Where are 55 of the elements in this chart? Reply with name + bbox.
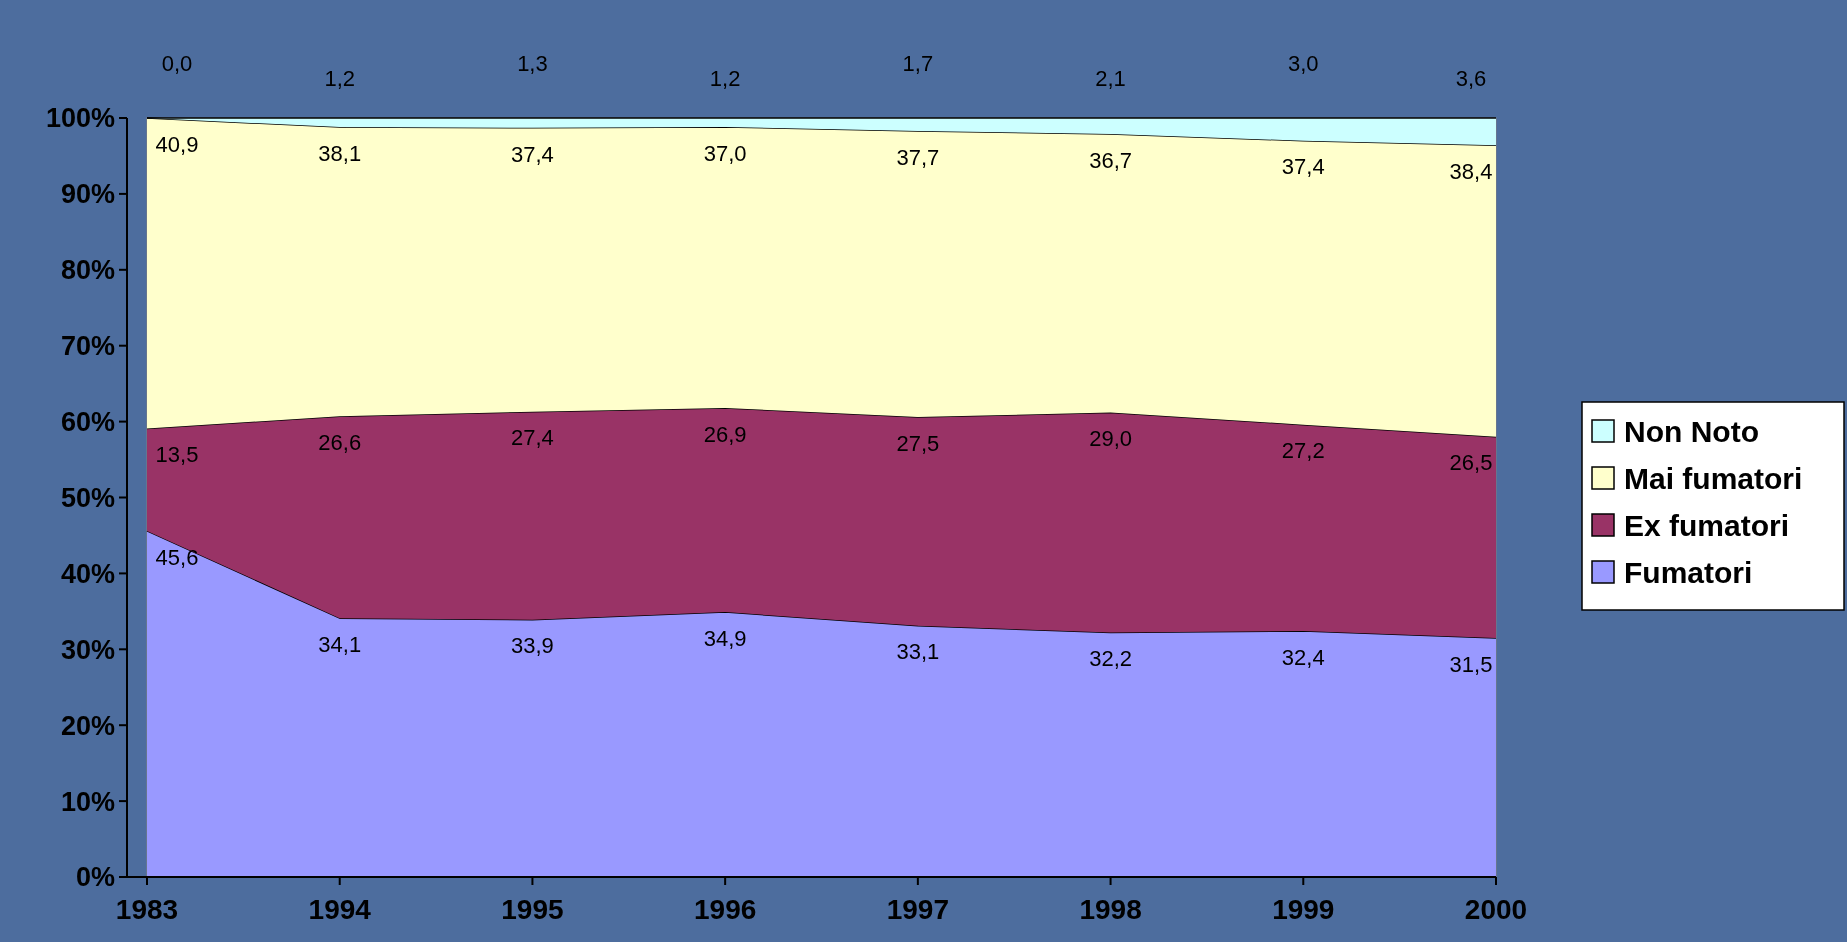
- data-label: 38,1: [318, 140, 362, 166]
- data-label: 37,4: [511, 141, 554, 167]
- data-label: 1,2: [324, 65, 356, 91]
- data-label: 0,0: [161, 50, 193, 76]
- y-tick-label: 0%: [75, 862, 115, 893]
- data-label: 1,7: [902, 50, 934, 76]
- x-tick-label: 1998: [1079, 894, 1142, 925]
- x-tick-label: 1996: [693, 894, 757, 925]
- data-label: 31,5: [1449, 651, 1493, 677]
- y-tick-label: 80%: [60, 255, 115, 286]
- data-label: 27,2: [1281, 438, 1325, 464]
- data-label: 34,9: [703, 625, 747, 651]
- data-label: 32,2: [1089, 646, 1132, 672]
- x-tick-label: 2000: [1464, 894, 1528, 925]
- y-tick-label: 70%: [60, 331, 115, 362]
- data-label: 34,1: [318, 631, 362, 657]
- x-tick-label: 1995: [501, 894, 564, 925]
- data-label: 26,5: [1449, 450, 1493, 476]
- data-label: 36,7: [1089, 147, 1132, 173]
- legend-label: Non Noto: [1624, 414, 1759, 448]
- x-tick-label: 1999: [1272, 894, 1335, 925]
- data-label: 3,0: [1287, 50, 1319, 76]
- y-tick-label: 40%: [60, 558, 115, 589]
- y-tick-label: 100%: [45, 103, 115, 134]
- x-tick-label: 1994: [308, 894, 372, 925]
- data-label: 26,9: [703, 421, 747, 447]
- data-label: 2,1: [1095, 65, 1126, 91]
- x-tick-label: 1983: [115, 894, 179, 925]
- data-label: 27,4: [511, 425, 554, 451]
- data-label: 45,6: [155, 544, 199, 570]
- data-label: 27,5: [896, 430, 940, 456]
- data-label: 37,7: [896, 144, 940, 170]
- y-tick-label: 50%: [60, 482, 115, 513]
- data-label: 1,2: [709, 65, 741, 91]
- data-label: 1,3: [517, 50, 548, 76]
- data-label: 37,4: [1281, 154, 1325, 180]
- data-label: 38,4: [1449, 159, 1493, 185]
- legend-label: Fumatori: [1624, 555, 1753, 589]
- data-label: 13,5: [155, 442, 199, 468]
- data-label: 3,6: [1455, 65, 1487, 91]
- data-label: 33,9: [511, 633, 554, 659]
- y-tick-label: 20%: [60, 710, 115, 741]
- y-tick-label: 30%: [60, 634, 115, 665]
- x-tick-label: 1997: [886, 894, 950, 925]
- legend-label: Ex fumatori: [1624, 508, 1790, 542]
- legend-label: Mai fumatori: [1624, 461, 1803, 495]
- data-label: 37,0: [703, 140, 747, 166]
- data-label: 40,9: [155, 131, 199, 157]
- data-label: 33,1: [896, 639, 940, 665]
- y-tick-label: 10%: [60, 786, 115, 817]
- y-tick-label: 60%: [60, 407, 115, 438]
- data-label: 32,4: [1281, 644, 1325, 670]
- y-tick-label: 90%: [60, 179, 115, 210]
- data-label: 26,6: [318, 429, 362, 455]
- data-label: 29,0: [1089, 426, 1132, 452]
